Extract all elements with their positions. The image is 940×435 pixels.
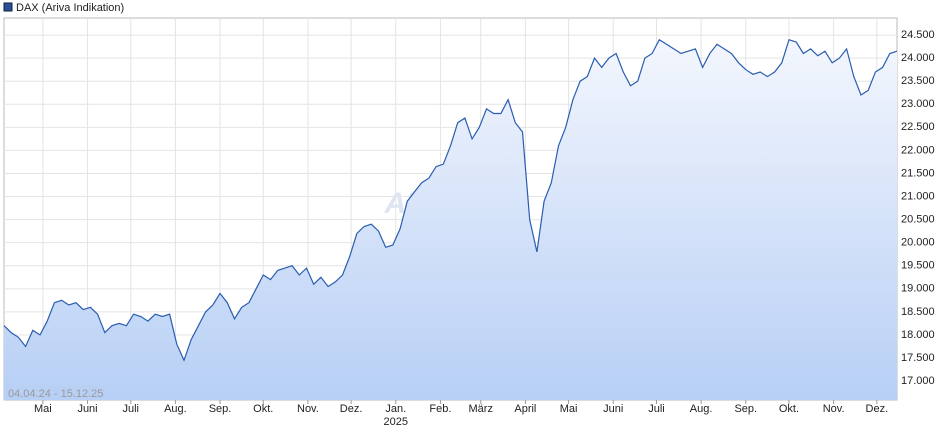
x-tick-label: Sep. [209, 403, 232, 415]
date-range: 04.04.24 - 15.12.25 [8, 388, 103, 400]
y-tick-label: 18.000 [901, 329, 935, 341]
x-tick-label: Aug. [690, 403, 713, 415]
x-tick-label: März [469, 403, 493, 415]
year-label: 2025 [384, 416, 408, 428]
legend-label: DAX (Ariva Indikation) [16, 2, 124, 14]
x-tick-label: Mai [560, 403, 578, 415]
y-tick-label: 20.000 [901, 237, 935, 249]
y-tick-label: 19.500 [901, 260, 935, 272]
x-tick-label: Juli [648, 403, 665, 415]
y-tick-label: 23.500 [901, 75, 935, 87]
x-tick-label: Nov. [297, 403, 319, 415]
y-tick-label: 17.500 [901, 352, 935, 364]
x-tick-label: April [514, 403, 536, 415]
y-tick-label: 21.500 [901, 167, 935, 179]
x-tick-label: Juni [77, 403, 97, 415]
y-tick-label: 18.500 [901, 306, 935, 318]
y-tick-label: 19.000 [901, 283, 935, 295]
x-tick-label: Juni [603, 403, 623, 415]
legend-swatch [3, 2, 13, 12]
x-tick-label: Okt. [253, 403, 273, 415]
y-tick-label: 22.500 [901, 121, 935, 133]
y-tick-label: 24.000 [901, 52, 935, 64]
x-tick-label: Aug. [164, 403, 187, 415]
y-tick-label: 21.000 [901, 190, 935, 202]
x-tick-label: Mai [34, 403, 52, 415]
x-tick-label: Feb. [429, 403, 451, 415]
x-tick-label: Okt. [779, 403, 799, 415]
x-tick-label: Jan. [385, 403, 406, 415]
y-tick-label: 20.500 [901, 214, 935, 226]
line [3, 38, 898, 362]
x-tick-label: Nov. [823, 403, 845, 415]
y-tick-label: 17.000 [901, 375, 935, 387]
y-tick-label: 23.000 [901, 98, 935, 110]
area [4, 39, 897, 400]
y-tick-label: 22.000 [901, 144, 935, 156]
x-tick-label: Dez. [866, 403, 889, 415]
x-tick-label: Juli [122, 403, 139, 415]
x-tick-label: Sep. [734, 403, 757, 415]
x-tick-label: Dez. [340, 403, 363, 415]
y-tick-label: 24.500 [901, 29, 935, 41]
